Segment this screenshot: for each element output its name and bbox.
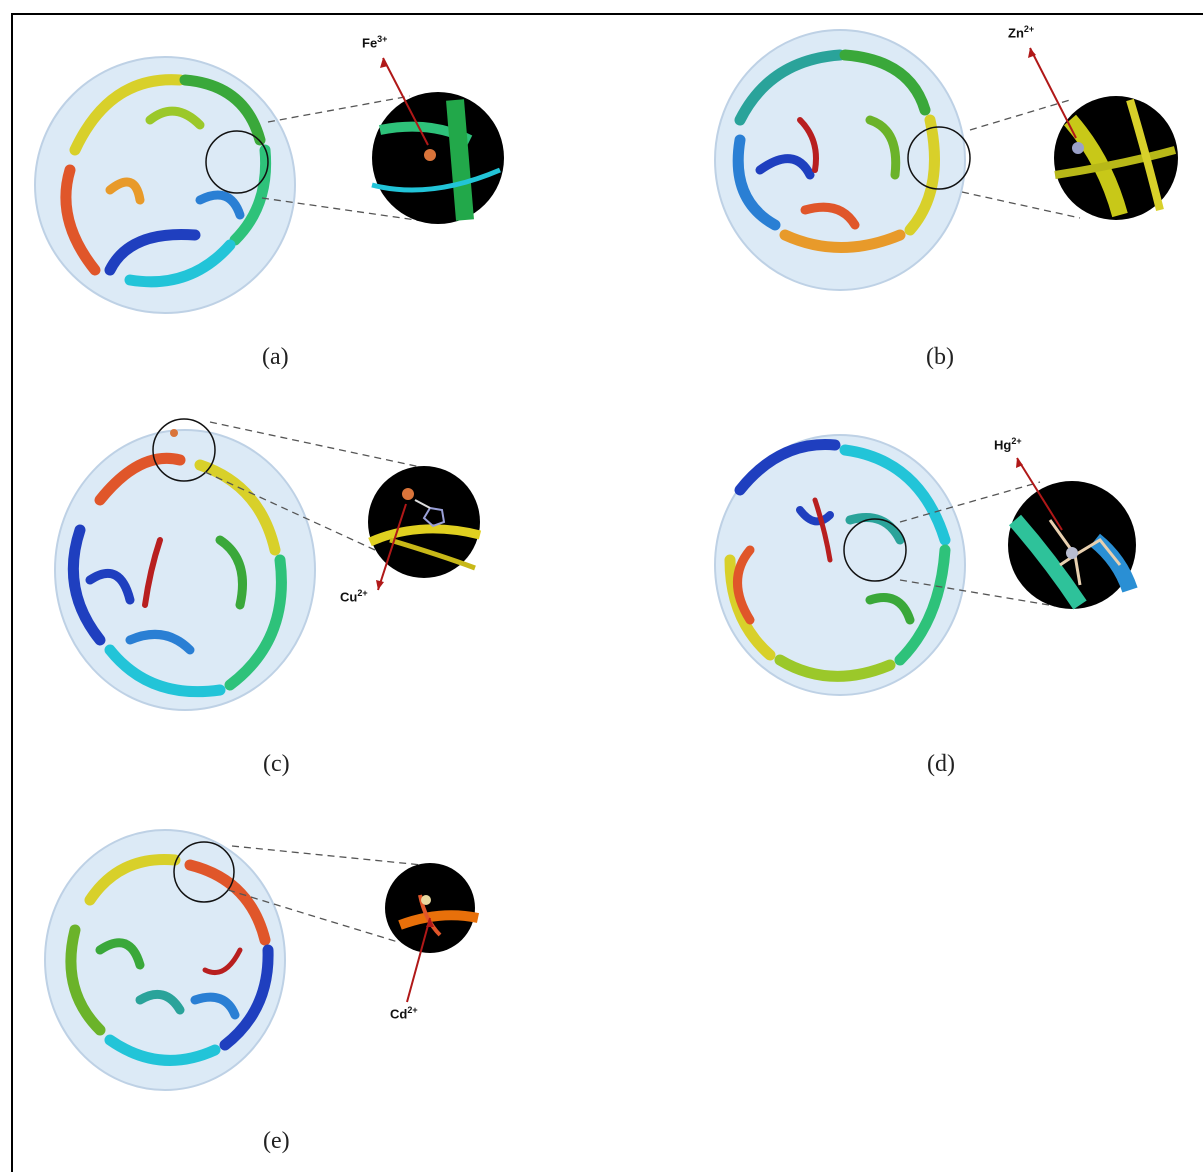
ion-label-fe: Fe3+ bbox=[362, 34, 388, 51]
panel-a: Fe3+ (a) bbox=[0, 0, 600, 390]
metal-ion-zn bbox=[1072, 142, 1084, 154]
metal-ion-cu bbox=[402, 488, 414, 500]
ion-label-cd: Cd2+ bbox=[390, 1005, 418, 1022]
protein-structure-c bbox=[54, 418, 482, 711]
protein-structure-b bbox=[714, 29, 1178, 291]
panel-e: Cd2+ (e) bbox=[0, 800, 600, 1172]
protein-structure-e bbox=[44, 829, 480, 1091]
ion-label-hg: Hg2+ bbox=[994, 436, 1022, 453]
caption-b: (b) bbox=[926, 344, 954, 370]
caption-c: (c) bbox=[263, 751, 290, 777]
caption-a: (a) bbox=[262, 344, 289, 370]
ion-label-cu: Cu2+ bbox=[340, 588, 368, 605]
ion-label-zn: Zn2+ bbox=[1008, 24, 1035, 41]
panel-b: Zn2+ (b) bbox=[600, 0, 1200, 390]
panel-c: Cu2+ (c) bbox=[0, 390, 600, 790]
panel-d: Hg2+ (d) bbox=[600, 390, 1200, 790]
caption-e: (e) bbox=[263, 1128, 290, 1154]
caption-d: (d) bbox=[927, 751, 955, 777]
figure-frame bbox=[11, 13, 1203, 1172]
protein-structure-d bbox=[714, 434, 1138, 696]
metal-ion-fe bbox=[424, 149, 436, 161]
protein-structure-a bbox=[34, 56, 504, 314]
metal-ion-cd bbox=[421, 895, 431, 905]
metal-ion-hg bbox=[1066, 547, 1078, 559]
